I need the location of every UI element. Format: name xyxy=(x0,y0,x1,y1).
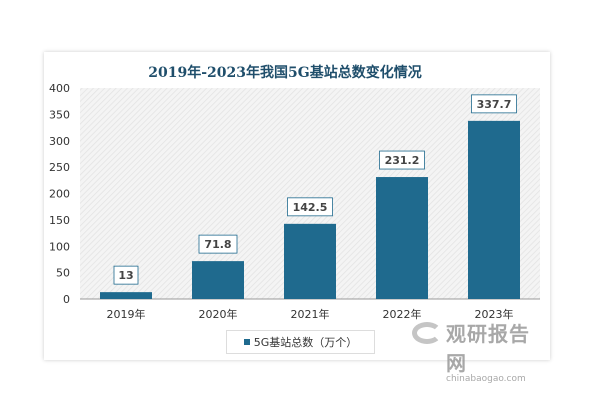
data-label: 71.8 xyxy=(204,238,231,251)
bar xyxy=(376,177,428,299)
x-tick-label: 2023年 xyxy=(475,307,514,321)
watermark-url: chinabaogao.com xyxy=(446,374,526,384)
data-label-box xyxy=(379,150,425,170)
y-tick-label: 250 xyxy=(49,161,70,174)
data-label: 231.2 xyxy=(385,154,420,167)
legend-label: 5G基站总数（万个） xyxy=(253,336,358,349)
data-label: 13 xyxy=(118,269,133,282)
y-tick-label: 50 xyxy=(56,267,70,280)
data-label-box xyxy=(471,94,517,114)
data-label-box xyxy=(198,234,238,254)
y-tick-label: 100 xyxy=(49,240,70,253)
y-tick-label: 350 xyxy=(49,108,70,121)
watermark-logo-icon xyxy=(412,322,442,344)
legend-swatch xyxy=(243,339,250,345)
bar xyxy=(284,223,336,299)
y-tick-label: 200 xyxy=(49,188,70,201)
bar xyxy=(100,292,152,299)
legend: 5G基站总数（万个） xyxy=(226,330,375,354)
bar xyxy=(468,120,520,299)
x-tick-label: 2020年 xyxy=(199,307,238,321)
watermark: 观研报告网 chinabaogao.com xyxy=(410,318,550,384)
chart-title: 2019年-2023年我国5G基站总数变化情况 xyxy=(148,65,422,81)
y-tick-label: 150 xyxy=(49,214,70,227)
x-tick-label: 2021年 xyxy=(291,307,330,321)
data-label: 337.7 xyxy=(477,98,512,111)
x-tick-label: 2022年 xyxy=(383,307,422,321)
x-tick-label: 2019年 xyxy=(107,307,146,321)
data-label: 142.5 xyxy=(293,201,328,214)
y-tick-label: 400 xyxy=(49,82,70,95)
y-tick-label: 300 xyxy=(49,135,70,148)
data-label-box xyxy=(287,197,333,217)
watermark-name: 观研报告网 xyxy=(446,322,530,375)
y-tick-label: 0 xyxy=(63,293,70,306)
bar xyxy=(192,261,244,299)
data-label-box xyxy=(113,265,139,285)
